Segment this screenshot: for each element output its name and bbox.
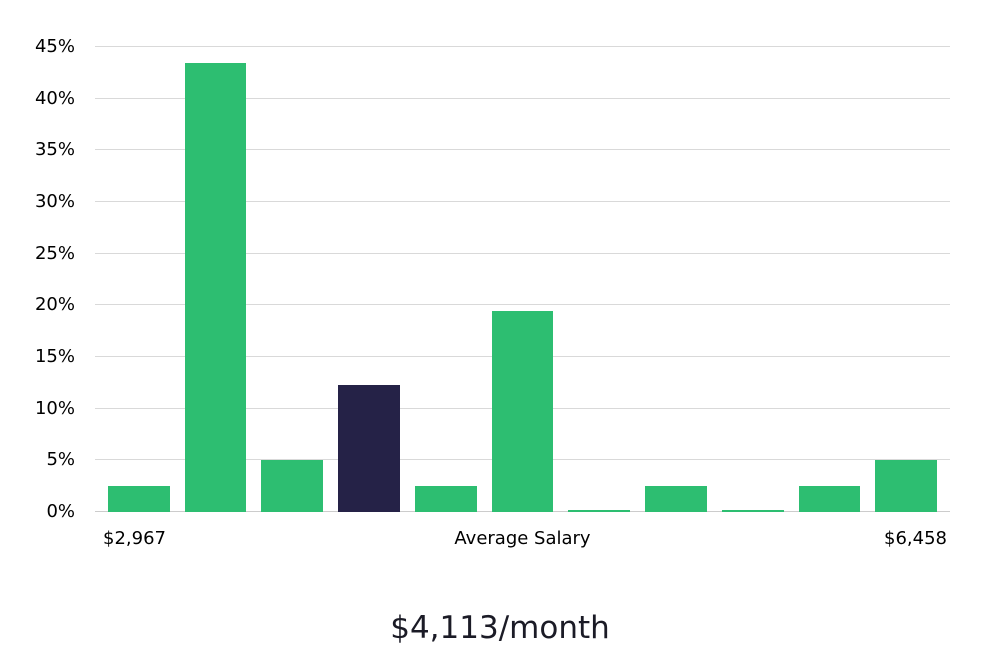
- gridline: [95, 97, 950, 99]
- x-axis-label-average-salary: Average Salary: [454, 528, 591, 549]
- y-tick-label: 5%: [46, 449, 75, 471]
- y-tick-label: 15%: [34, 346, 75, 367]
- gridline: [95, 149, 950, 151]
- y-tick-label: 25%: [34, 242, 75, 264]
- bar: [875, 460, 938, 512]
- y-tick-label: 30%: [34, 191, 75, 212]
- gridline: [95, 46, 950, 47]
- gridline: [95, 304, 950, 306]
- bar: [568, 509, 631, 512]
- gridline: [95, 252, 950, 254]
- plot-area: [95, 46, 950, 512]
- bar: [261, 460, 324, 512]
- chart-title: $4,113/month: [390, 610, 610, 646]
- bar: [184, 62, 247, 512]
- y-tick-label: 35%: [34, 139, 75, 161]
- bar-average-salary-highlight: [338, 384, 400, 512]
- bar: [108, 486, 170, 512]
- x-axis-label-min-salary: $2,967: [103, 528, 166, 549]
- y-tick-label: 40%: [34, 87, 75, 109]
- gridline: [95, 201, 950, 202]
- bar: [414, 486, 477, 512]
- y-tick-label: 20%: [34, 294, 75, 316]
- y-tick-label: 10%: [34, 397, 75, 419]
- y-tick-label: 0%: [46, 501, 75, 522]
- x-axis-label-max-salary: $6,458: [884, 528, 947, 549]
- bar: [491, 310, 554, 512]
- y-tick-label: 45%: [34, 36, 75, 57]
- bar: [645, 486, 707, 512]
- bar-series: [95, 47, 950, 512]
- bar: [721, 509, 784, 512]
- y-axis-tick-labels: 0% 5% 10% 15% 20% 25% 30% 35% 40% 45%: [0, 36, 85, 522]
- bar: [798, 486, 861, 512]
- x-axis: $2,967 Average Salary $6,458: [95, 528, 950, 554]
